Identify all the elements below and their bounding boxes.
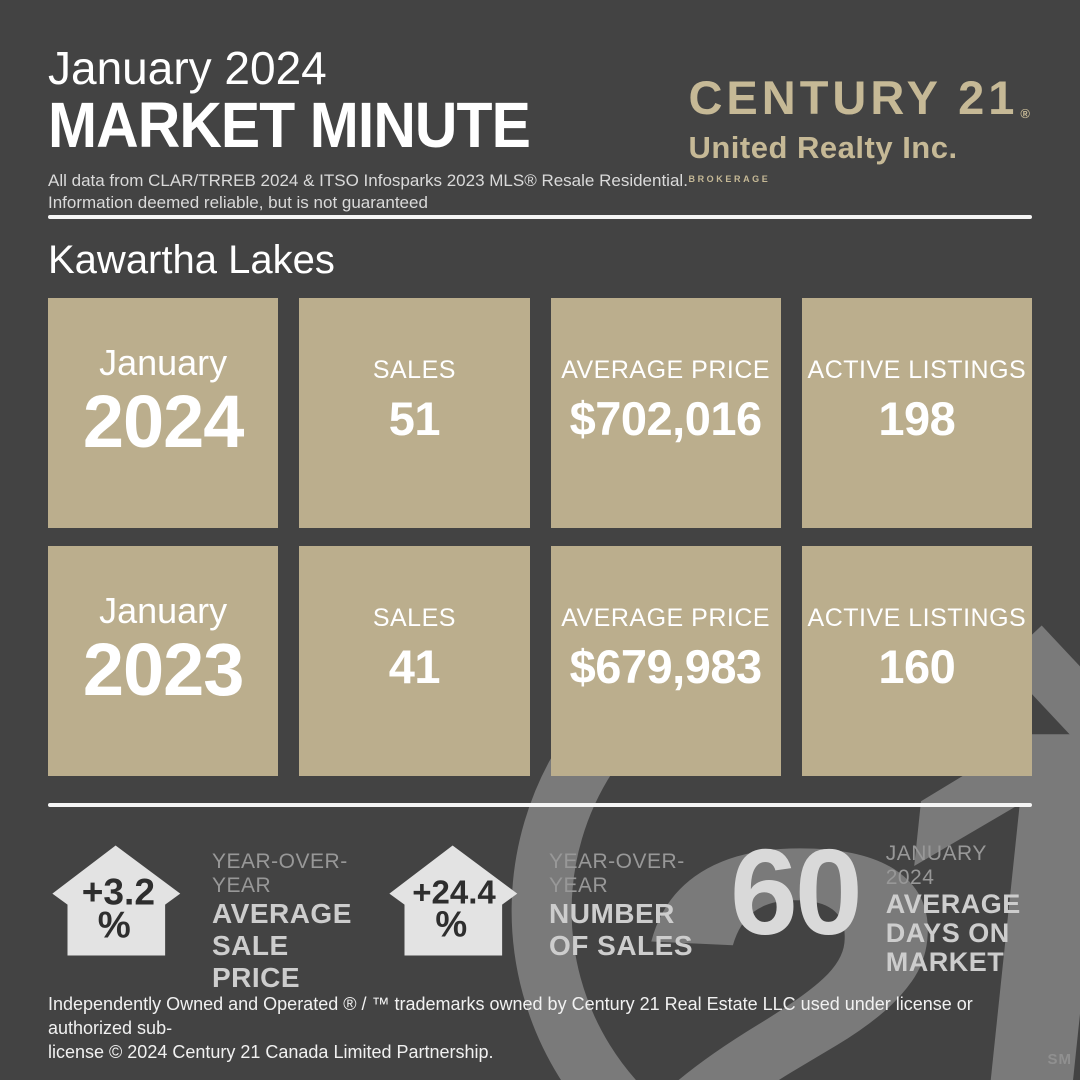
stat-days-on-market: 60 JANUARY 2024 AVERAGE DAYS ON MARKET — [730, 824, 1040, 977]
sales-box-2024: SALES 51 — [299, 298, 530, 528]
stat-percent-value: +24.4 — [412, 873, 496, 910]
service-mark: SM — [1047, 1051, 1072, 1068]
stat-labels: YEAR-OVER-YEAR AVERAGE SALE PRICE — [212, 850, 385, 994]
stat-eyebrow: YEAR-OVER-YEAR — [212, 850, 348, 897]
stat-eyebrow: YEAR-OVER-YEAR — [549, 850, 685, 897]
comparison-grid: January 2024 SALES 51 AVERAGE PRICE $702… — [48, 298, 1032, 776]
stat-label-line: SALE PRICE — [212, 930, 301, 993]
average-price-value: $702,016 — [569, 392, 763, 445]
year-box-2024: January 2024 — [48, 298, 279, 528]
stat-avg-sale-price: +3.2 % YEAR-OVER-YEAR AVERAGE SALE PRICE — [48, 840, 385, 994]
month-label: January — [99, 342, 228, 383]
header: January 2024 MARKET MINUTE All data from… — [48, 42, 688, 214]
sales-header: SALES — [372, 356, 456, 384]
sales-box-2023: SALES 41 — [299, 546, 530, 776]
stat-label-line: DAYS ON — [885, 918, 1010, 948]
active-listings-value: 198 — [878, 392, 956, 445]
active-listings-box-2024: ACTIVE LISTINGS 198 — [801, 298, 1032, 528]
year-value: 2023 — [82, 628, 245, 711]
brand-name: CENTURY 21 — [688, 71, 1019, 124]
region-title: Kawartha Lakes — [48, 238, 335, 282]
brokerage-name: United Realty Inc. — [688, 130, 958, 165]
sales-header: SALES — [372, 604, 456, 632]
days-on-market-value: 60 — [730, 824, 863, 960]
report-month: January 2024 — [48, 42, 327, 94]
year-box-2023: January 2023 — [48, 546, 279, 776]
sales-value: 41 — [388, 640, 441, 693]
sales-value: 51 — [388, 392, 441, 445]
average-price-box-2023: AVERAGE PRICE $679,983 — [550, 546, 781, 776]
century21-wordmark: CENTURY 21 ® — [688, 71, 1030, 124]
stats-divider — [48, 803, 1032, 807]
page-title: MARKET MINUTE — [48, 89, 531, 161]
average-price-header: AVERAGE PRICE — [561, 604, 771, 632]
legal-line-2: license © 2024 Century 21 Canada Limited… — [48, 1042, 494, 1062]
highlight-stats: +3.2 % YEAR-OVER-YEAR AVERAGE SALE PRICE… — [48, 824, 1040, 994]
seal-ring-segment — [1002, 625, 1080, 743]
average-price-header: AVERAGE PRICE — [561, 356, 771, 384]
legal-line-1: Independently Owned and Operated ® / ™ t… — [48, 994, 973, 1038]
house-up-arrow-icon: +24.4 % — [389, 845, 518, 956]
disclaimer-line-1: All data from CLAR/TRREB 2024 & ITSO Inf… — [48, 171, 688, 190]
disclaimer-line-2: Information deemed reliable, but is not … — [48, 193, 428, 212]
active-listings-box-2023: ACTIVE LISTINGS 160 — [801, 546, 1032, 776]
stat-eyebrow: JANUARY 2024 — [885, 842, 987, 889]
stat-percent-sign: % — [98, 904, 131, 946]
house-up-arrow-icon: +3.2 % — [52, 845, 181, 956]
data-disclaimer: All data from CLAR/TRREB 2024 & ITSO Inf… — [48, 170, 688, 214]
active-listings-header: ACTIVE LISTINGS — [807, 604, 1027, 632]
stat-label-line: AVERAGE — [212, 898, 352, 929]
brokerage-logo: CENTURY 21 ® United Realty Inc. BROKERAG… — [688, 71, 1030, 184]
stat-labels: JANUARY 2024 AVERAGE DAYS ON MARKET — [886, 842, 1040, 977]
brokerage-descriptor: BROKERAGE — [688, 174, 771, 184]
average-price-box-2024: AVERAGE PRICE $702,016 — [550, 298, 781, 528]
month-label: January — [99, 590, 228, 631]
average-price-value: $679,983 — [569, 640, 763, 693]
stat-label-line: OF SALES — [549, 930, 694, 961]
active-listings-header: ACTIVE LISTINGS — [807, 356, 1027, 384]
stat-label-line: MARKET — [885, 947, 1005, 977]
header-divider — [48, 215, 1032, 219]
legal-footer: Independently Owned and Operated ® / ™ t… — [48, 992, 1048, 1064]
stat-percent-sign: % — [435, 904, 467, 944]
year-value: 2024 — [82, 380, 245, 463]
active-listings-value: 160 — [878, 640, 956, 693]
registered-trademark-symbol: ® — [1020, 106, 1030, 121]
stat-number-of-sales: +24.4 % YEAR-OVER-YEAR NUMBER OF SALES — [385, 840, 730, 962]
stat-label-line: NUMBER — [549, 898, 675, 929]
stat-labels: YEAR-OVER-YEAR NUMBER OF SALES — [549, 850, 730, 962]
stat-label-line: AVERAGE — [885, 889, 1021, 919]
stat-percent-value: +3.2 — [82, 871, 155, 913]
